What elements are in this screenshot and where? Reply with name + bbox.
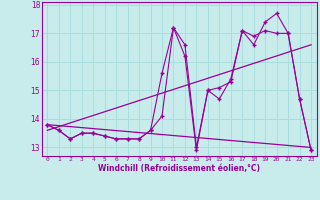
X-axis label: Windchill (Refroidissement éolien,°C): Windchill (Refroidissement éolien,°C) (98, 164, 260, 173)
